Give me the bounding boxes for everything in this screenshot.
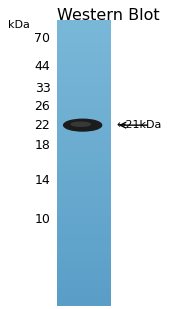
- Text: Western Blot: Western Blot: [57, 8, 160, 23]
- Text: 22: 22: [35, 119, 50, 132]
- Text: 26: 26: [35, 100, 50, 113]
- Text: 44: 44: [35, 60, 50, 73]
- Text: 10: 10: [34, 213, 50, 226]
- Ellipse shape: [64, 119, 102, 131]
- Text: 18: 18: [34, 139, 50, 152]
- Text: ←21kDa: ←21kDa: [117, 120, 162, 130]
- Text: 14: 14: [35, 174, 50, 187]
- Text: 70: 70: [34, 32, 50, 45]
- Text: kDa: kDa: [8, 20, 29, 30]
- Ellipse shape: [71, 122, 90, 126]
- Text: 33: 33: [35, 82, 50, 95]
